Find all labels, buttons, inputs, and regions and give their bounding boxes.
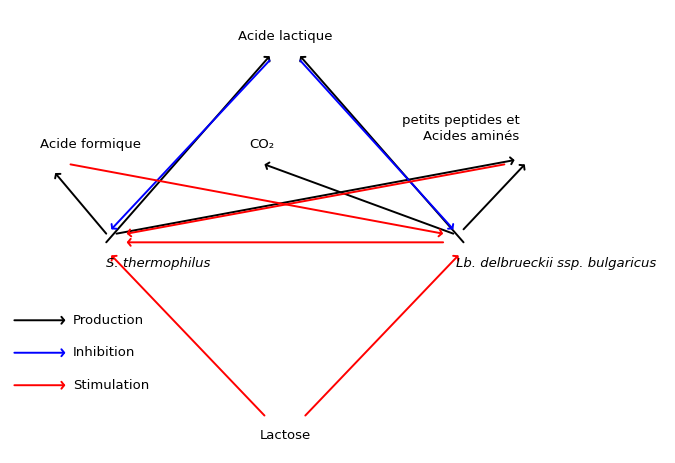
Text: CO₂: CO₂ [249, 138, 274, 151]
Text: Acide formique: Acide formique [40, 138, 141, 151]
Text: Inhibition: Inhibition [73, 346, 136, 359]
Text: S. thermophilus: S. thermophilus [106, 257, 211, 270]
Text: Production: Production [73, 314, 144, 327]
Text: petits peptides et
Acides aminés: petits peptides et Acides aminés [402, 114, 520, 143]
Text: Stimulation: Stimulation [73, 379, 149, 392]
Text: Acide lactique: Acide lactique [238, 30, 332, 43]
Text: Lactose: Lactose [259, 429, 310, 442]
Text: Lb. delbrueckii ssp. bulgaricus: Lb. delbrueckii ssp. bulgaricus [456, 257, 656, 270]
